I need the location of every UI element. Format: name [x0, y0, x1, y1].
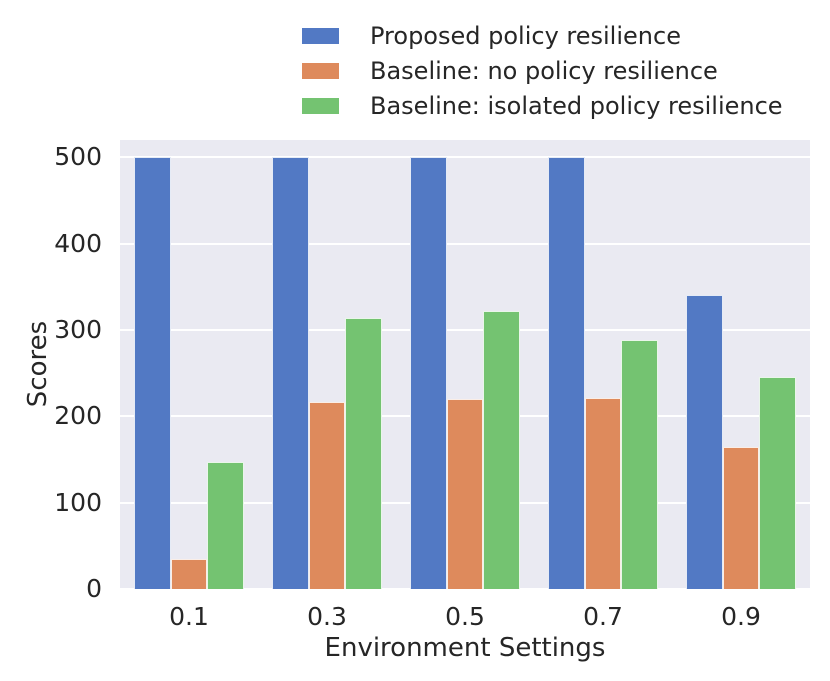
bar-series1-cat3: [584, 398, 622, 589]
legend-item: Baseline: isolated policy resilience: [302, 88, 783, 123]
bar-series0-cat4: [685, 295, 723, 589]
gridline-y-300: [120, 328, 810, 331]
legend-item: Baseline: no policy resilience: [302, 53, 783, 88]
y-tick-label: 400: [54, 228, 102, 258]
chart-legend: Proposed policy resilience Baseline: no p…: [302, 18, 783, 123]
x-tick-label: 0.1: [169, 602, 209, 631]
legend-swatch-icon: [302, 97, 339, 114]
x-axis-title: Environment Settings: [324, 633, 606, 663]
y-axis-title: Scores: [23, 320, 53, 408]
legend-label: Proposed policy resilience: [370, 21, 681, 50]
bar-series2-cat3: [621, 340, 659, 589]
bar-series0-cat3: [547, 157, 585, 589]
gridline-y-0: [120, 588, 810, 590]
plot-area: [120, 140, 810, 590]
bar-series2-cat2: [483, 310, 521, 589]
legend-swatch-icon: [302, 27, 339, 44]
gridline-y-500: [120, 156, 810, 159]
bar-series2-cat1: [345, 317, 383, 589]
y-tick-label: 100: [54, 487, 102, 517]
bar-series2-cat4: [759, 376, 797, 589]
bar-series0-cat2: [409, 157, 447, 589]
gridline-y-400: [120, 242, 810, 245]
bar-series1-cat2: [446, 399, 484, 589]
legend-label: Baseline: isolated policy resilience: [370, 91, 783, 120]
y-tick-label: 500: [54, 142, 102, 172]
x-tick-label: 0.7: [583, 602, 623, 631]
bar-series1-cat1: [308, 401, 346, 589]
legend-label: Baseline: no policy resilience: [370, 56, 718, 85]
bar-series1-cat0: [170, 558, 208, 589]
x-tick-label: 0.3: [307, 602, 347, 631]
y-tick-label: 0: [86, 574, 102, 603]
x-tick-label: 0.5: [445, 602, 485, 631]
y-tick-label: 200: [54, 401, 102, 431]
bar-series0-cat1: [271, 157, 309, 589]
legend-swatch-icon: [302, 62, 339, 79]
x-tick-label: 0.9: [721, 602, 761, 631]
bar-series2-cat0: [207, 462, 245, 589]
legend-item: Proposed policy resilience: [302, 18, 783, 53]
bar-series0-cat0: [133, 157, 171, 589]
bar-series1-cat4: [722, 447, 760, 589]
y-tick-label: 300: [54, 314, 102, 344]
